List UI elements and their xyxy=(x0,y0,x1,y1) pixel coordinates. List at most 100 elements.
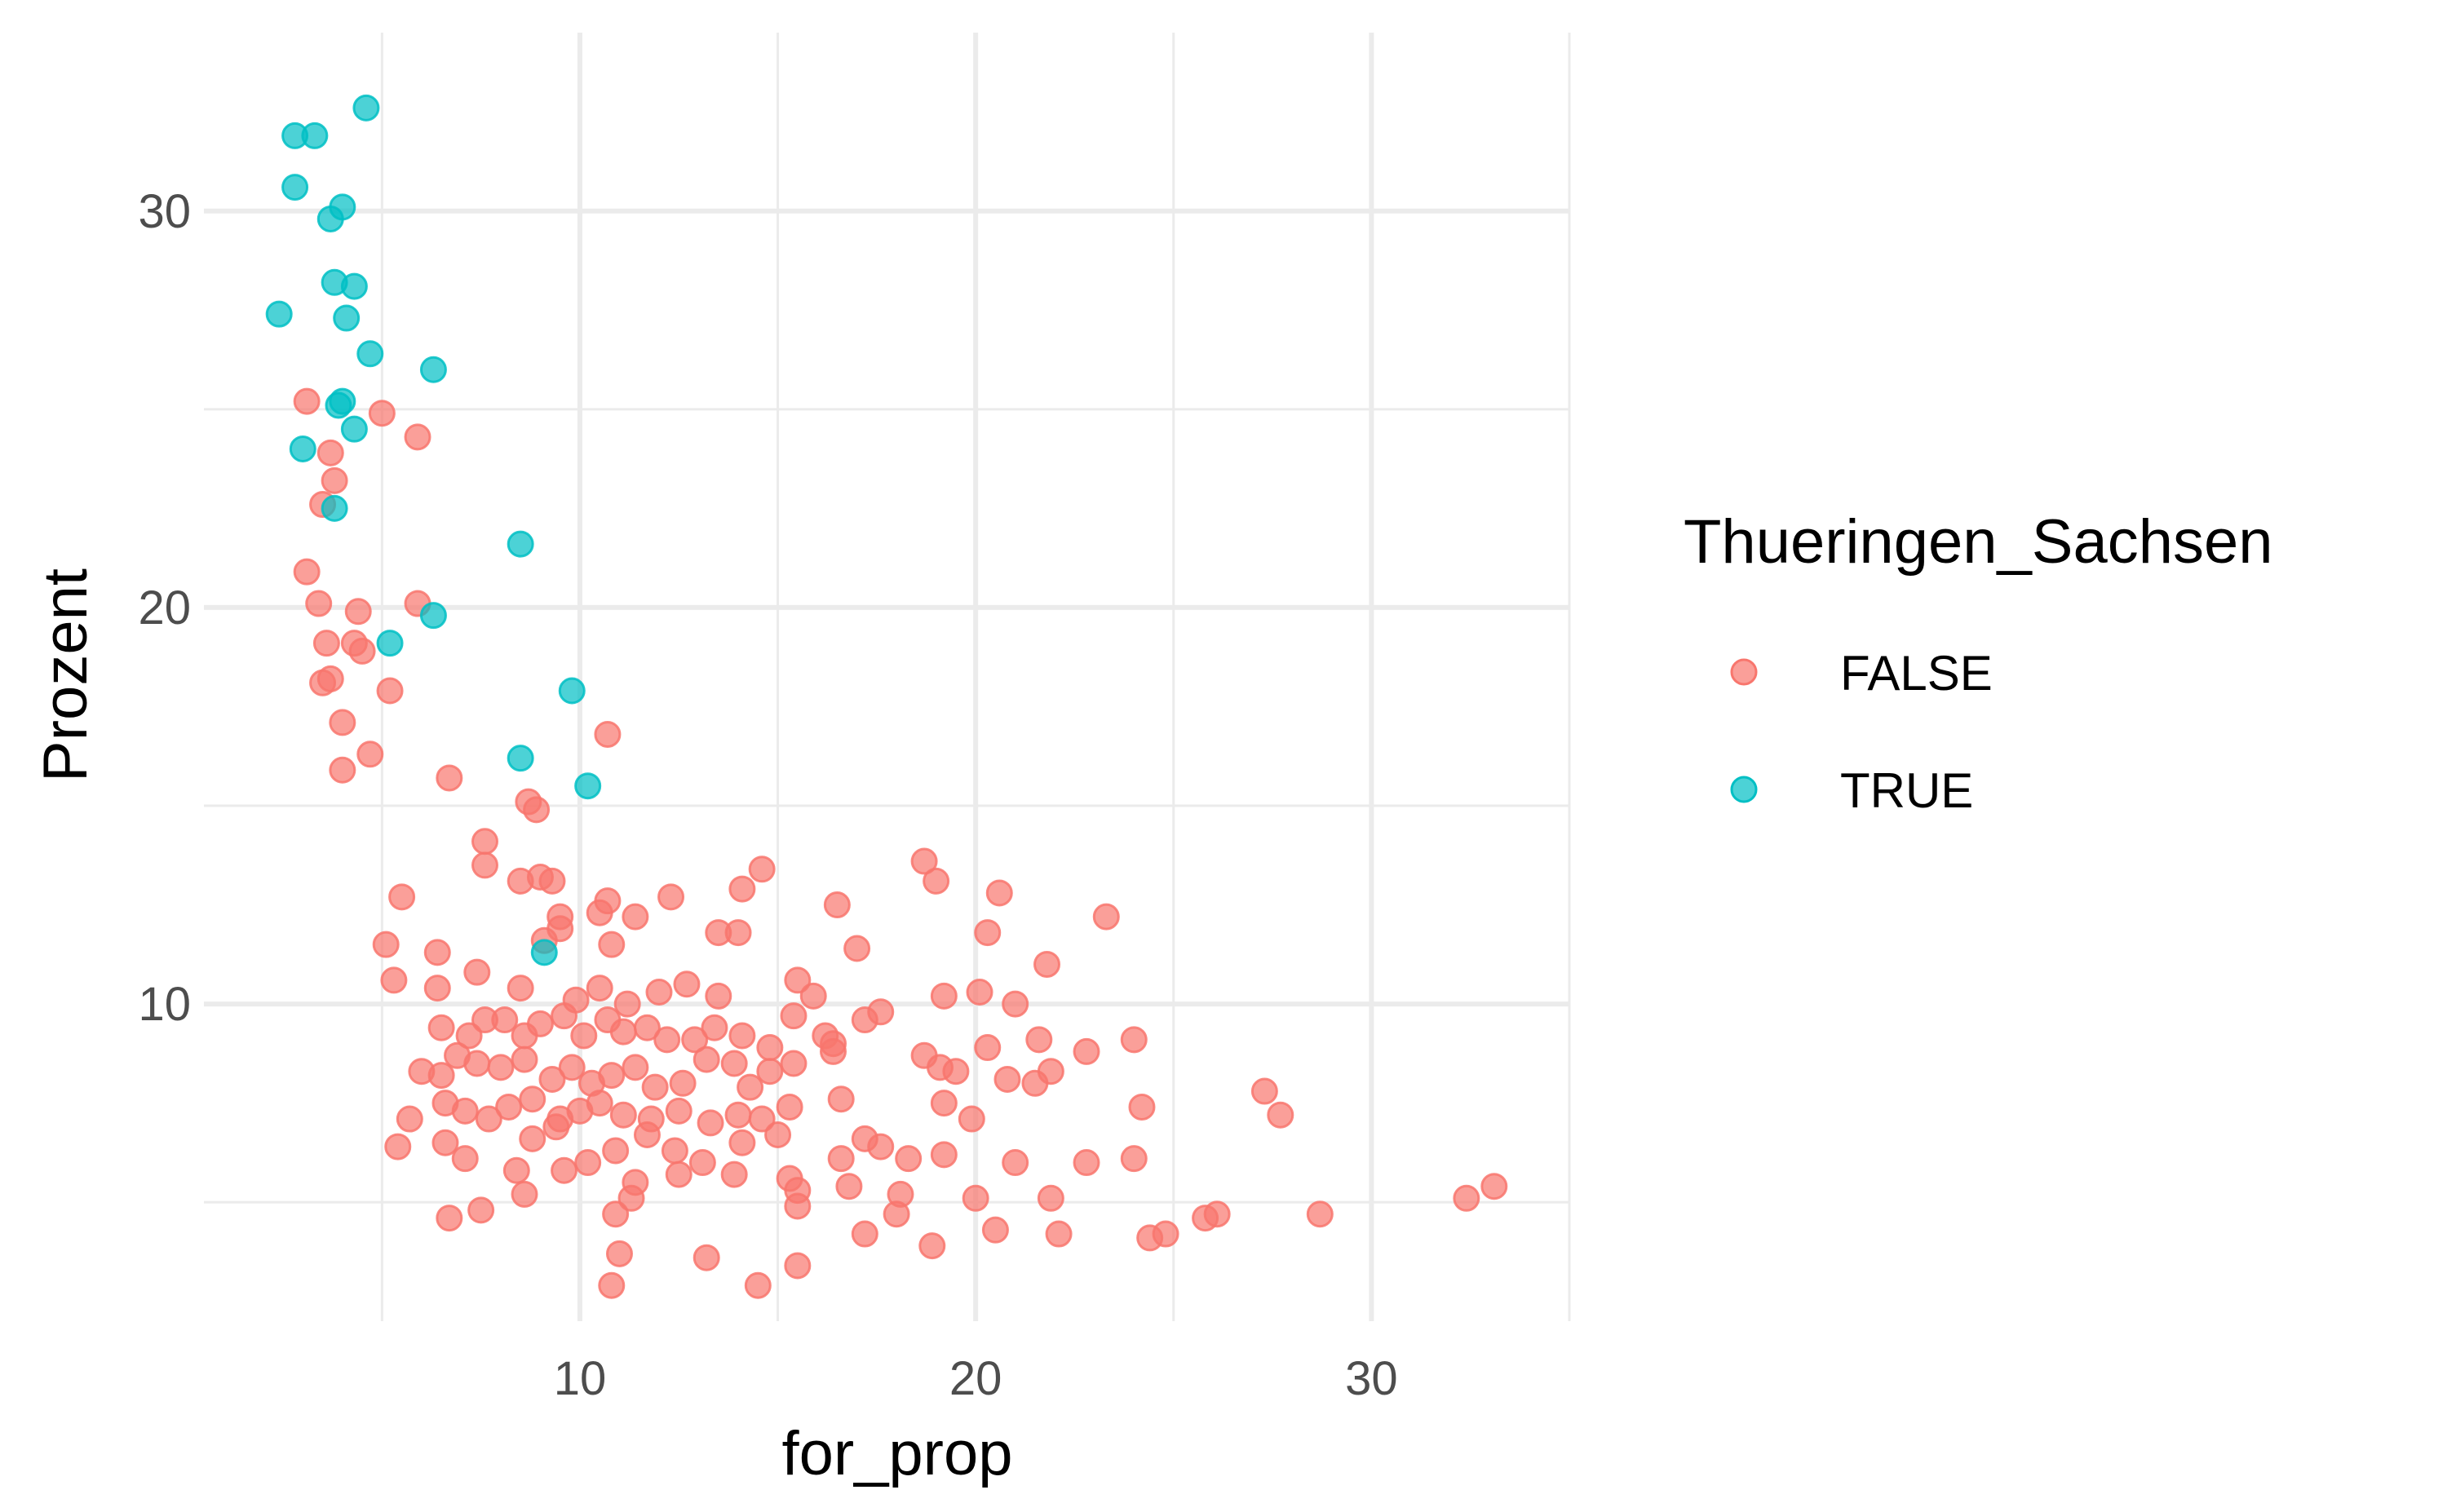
data-point xyxy=(930,982,958,1010)
data-point xyxy=(764,1121,792,1149)
series-false xyxy=(293,387,1508,1299)
data-point xyxy=(756,1058,784,1085)
data-point xyxy=(784,966,812,994)
data-point xyxy=(981,1216,1009,1244)
data-point xyxy=(985,879,1013,907)
data-point xyxy=(1453,1184,1480,1212)
data-point xyxy=(748,1105,776,1133)
y-tick-label: 10 xyxy=(138,978,191,1031)
data-point xyxy=(720,1050,748,1077)
data-point xyxy=(436,764,463,792)
data-point xyxy=(558,1054,586,1081)
data-point xyxy=(923,867,950,895)
data-point xyxy=(867,998,895,1026)
data-point xyxy=(423,975,451,1002)
data-point xyxy=(728,1129,756,1156)
data-point xyxy=(1002,990,1029,1018)
data-point xyxy=(312,630,340,657)
data-point xyxy=(451,1097,479,1125)
data-point xyxy=(1002,1149,1029,1177)
data-point xyxy=(835,1173,863,1200)
data-point xyxy=(681,1026,709,1054)
data-point xyxy=(609,1101,637,1129)
data-point xyxy=(633,1014,661,1041)
data-point xyxy=(1120,1145,1148,1173)
data-point xyxy=(688,1149,716,1177)
data-point xyxy=(519,1085,546,1113)
data-point xyxy=(586,899,613,926)
data-point xyxy=(419,356,447,383)
data-point xyxy=(728,875,756,903)
data-point xyxy=(724,919,752,947)
data-point xyxy=(613,990,641,1018)
data-point xyxy=(436,1205,463,1232)
data-point xyxy=(546,915,574,943)
data-point xyxy=(321,466,348,494)
data-point xyxy=(348,637,376,665)
data-point xyxy=(1037,1184,1064,1212)
data-point xyxy=(605,1240,633,1267)
data-point xyxy=(622,903,649,931)
data-point xyxy=(1033,950,1061,978)
data-point xyxy=(633,1121,661,1149)
data-point xyxy=(737,1073,764,1101)
data-point xyxy=(1045,1220,1073,1248)
data-point xyxy=(467,1196,495,1224)
data-point xyxy=(673,970,701,998)
data-point xyxy=(574,772,602,800)
data-point xyxy=(491,1006,519,1034)
data-point xyxy=(321,494,348,522)
data-point xyxy=(1250,1077,1278,1105)
data-point xyxy=(1025,1026,1053,1054)
data-point xyxy=(598,1062,626,1090)
data-point xyxy=(993,1065,1021,1093)
data-point xyxy=(693,1244,720,1271)
data-point xyxy=(641,1073,669,1101)
data-point xyxy=(1128,1093,1156,1121)
data-point xyxy=(974,1034,1002,1062)
x-axis-ticks: 10 20 30 xyxy=(554,1352,1398,1405)
y-axis-title: Prozent xyxy=(31,568,100,782)
data-point xyxy=(1152,1220,1179,1248)
data-point xyxy=(495,1093,523,1121)
legend-label-false: FALSE xyxy=(1840,646,1993,701)
data-point xyxy=(958,1105,985,1133)
points-layer xyxy=(265,94,1508,1299)
data-point xyxy=(289,435,316,462)
data-point xyxy=(776,1093,803,1121)
data-point xyxy=(423,939,451,966)
data-point xyxy=(301,122,329,149)
data-point xyxy=(356,340,384,368)
data-point xyxy=(519,1125,546,1152)
data-point xyxy=(538,867,566,895)
data-point xyxy=(344,598,372,626)
data-point xyxy=(780,1002,808,1030)
data-point xyxy=(586,1090,613,1117)
data-point xyxy=(570,1022,598,1050)
data-point xyxy=(1306,1200,1334,1228)
data-point xyxy=(427,1062,455,1090)
data-point xyxy=(542,1113,570,1141)
data-point xyxy=(867,1133,895,1161)
x-axis-title: for_prop xyxy=(781,1419,1012,1488)
data-point xyxy=(602,1137,630,1165)
data-point xyxy=(744,1271,772,1299)
data-point xyxy=(372,931,400,958)
data-point xyxy=(705,982,732,1010)
data-point xyxy=(329,387,356,415)
data-point xyxy=(665,1097,693,1125)
data-point xyxy=(653,1026,681,1054)
data-point xyxy=(942,1058,970,1085)
data-point xyxy=(657,883,685,911)
legend-title: Thueringen_Sachsen xyxy=(1684,507,2273,577)
data-point xyxy=(598,1271,626,1299)
data-point xyxy=(1092,903,1120,931)
data-point xyxy=(396,1105,423,1133)
data-point xyxy=(883,1200,910,1228)
data-point xyxy=(851,1220,878,1248)
data-point xyxy=(966,978,993,1006)
data-point xyxy=(368,400,396,427)
data-point xyxy=(728,1022,756,1050)
data-point xyxy=(463,1050,491,1077)
data-point xyxy=(1120,1026,1148,1054)
